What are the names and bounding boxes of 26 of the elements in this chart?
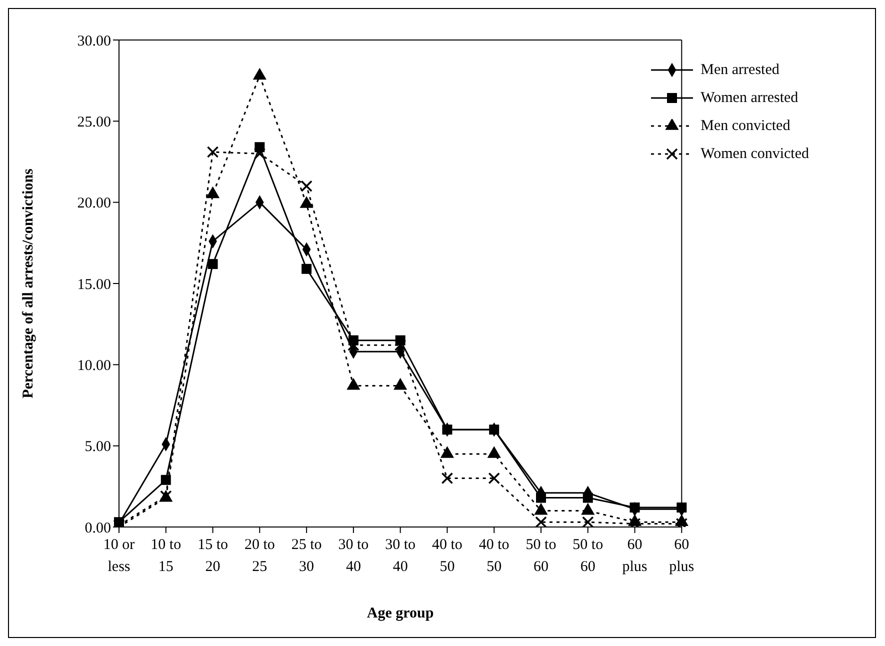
legend-label: Men convicted xyxy=(700,118,790,134)
y-tick-label: 25.00 xyxy=(77,114,111,130)
x-tick-label: 10 to 15 xyxy=(150,537,182,575)
y-tick-label: 20.00 xyxy=(77,196,111,212)
legend-label: Men arrested xyxy=(700,62,780,78)
x-tick-label: 30 to 40 xyxy=(338,537,369,575)
x-tick-label: 15 to 20 xyxy=(198,537,228,575)
legend-label: Women arrested xyxy=(700,90,798,106)
x-tick-label: 60 plus xyxy=(669,537,694,575)
x-tick-label: 50 to 60 xyxy=(526,537,556,575)
x-tick-label: 25 to 30 xyxy=(291,537,322,575)
y-tick-label: 30.00 xyxy=(77,33,111,50)
y-tick-label: 10.00 xyxy=(77,358,111,374)
y-tick-label: 15.00 xyxy=(77,276,111,293)
x-tick-label: 30 to 40 xyxy=(385,537,416,575)
y-tick-label: 5.00 xyxy=(84,439,111,456)
legend-label: Women convicted xyxy=(700,146,809,162)
x-tick-label: 40 to 50 xyxy=(478,537,510,575)
x-tick-label: 50 to 60 xyxy=(572,537,604,575)
x-axis-title: Age group xyxy=(366,606,434,622)
y-tick-label: 0.00 xyxy=(84,520,111,536)
y-axis-title: Percentage of all arrests/convictions xyxy=(20,168,36,398)
x-tick-label: 10 or less xyxy=(103,537,135,575)
x-tick-label: 60 plus xyxy=(622,537,648,575)
x-tick-label: 20 to 25 xyxy=(244,537,275,575)
x-tick-label: 40 to 50 xyxy=(432,537,462,575)
